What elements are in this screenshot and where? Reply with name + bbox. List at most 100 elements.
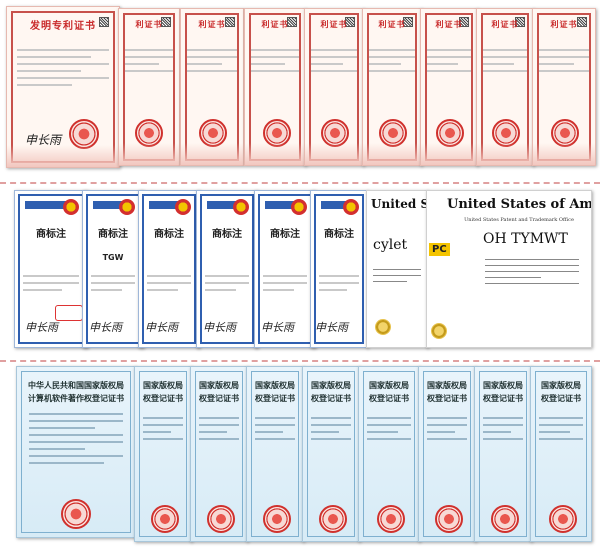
qr-code-icon <box>459 17 469 27</box>
qr-code-icon <box>345 17 355 27</box>
trademark-text: OH TYMWT <box>483 231 568 247</box>
certificate-title: 利证书 <box>491 19 519 29</box>
software-copyright-certificate: 国家版权局 权登记证书 <box>190 366 248 542</box>
signature: 申长雨 <box>25 133 62 147</box>
qr-code-icon <box>577 17 587 27</box>
us-trademark-certificate: United States cylet <box>366 190 428 348</box>
qr-code-icon <box>225 17 235 27</box>
certificate-title: 国家版权局 权登记证书 <box>427 380 467 403</box>
software-copyright-certificate: 中华人民共和国国家版权局 计算机软件著作权登记证书 <box>16 366 136 538</box>
brand-badge: PC <box>429 243 450 256</box>
seal-icon <box>551 119 579 147</box>
seal-icon <box>151 505 179 533</box>
gold-seal-icon <box>431 323 447 339</box>
certificate-title: 国家版权局 权登记证书 <box>143 380 183 403</box>
certificate-title: 利证书 <box>135 19 163 29</box>
emblem-icon <box>119 199 135 215</box>
certificate-header: United States of America <box>447 197 592 212</box>
trademark-certificate: 商标注 申长雨 <box>254 190 316 348</box>
seal-icon <box>377 505 405 533</box>
certificate-title: 利证书 <box>261 19 289 29</box>
certificate-title: 国家版权局 权登记证书 <box>311 380 351 403</box>
signature: 申长雨 <box>145 321 178 334</box>
trademark-certificate: 商标注 申长雨 <box>310 190 368 348</box>
patent-certificate: 利证书 <box>244 8 306 166</box>
divider <box>0 360 600 362</box>
trademark-certificate: 商标注 申长雨 <box>196 190 258 348</box>
seal-icon <box>263 505 291 533</box>
certificate-title: 商标注 <box>36 229 66 240</box>
certificate-title: 商标注 <box>154 229 184 240</box>
software-copyright-certificate: 国家版权局 权登记证书 <box>358 366 420 542</box>
seal-icon <box>199 119 227 147</box>
certificate-title: 商标注 <box>270 229 300 240</box>
qr-code-icon <box>161 17 171 27</box>
qr-code-icon <box>287 17 297 27</box>
patent-certificate: 利证书 <box>420 8 478 166</box>
certificate-subheader: United States Patent and Trademark Offic… <box>464 217 574 223</box>
certificate-title: 利证书 <box>320 19 348 29</box>
emblem-icon <box>233 199 249 215</box>
gold-seal-icon <box>375 319 391 335</box>
trademark-text: cylet <box>373 237 408 253</box>
certificate-title: 国家版权局 权登记证书 <box>199 380 239 403</box>
certificate-title: 商标注 <box>212 229 242 240</box>
qr-code-icon <box>99 17 109 27</box>
signature: 申长雨 <box>203 321 236 334</box>
patent-certificate: 利证书 <box>532 8 596 166</box>
signature: 申长雨 <box>25 321 58 334</box>
certificate-title: 利证书 <box>378 19 406 29</box>
seal-icon <box>207 505 235 533</box>
signature: 申长雨 <box>261 321 294 334</box>
patent-certificate: 发明专利证书 申长雨 <box>6 6 120 168</box>
certificate-header: United States <box>371 197 427 211</box>
emblem-icon <box>63 199 79 215</box>
trademark-certificate: 商标注 申长雨 <box>138 190 200 348</box>
software-copyright-certificate: 国家版权局 权登记证书 <box>246 366 304 542</box>
seal-icon <box>321 119 349 147</box>
emblem-icon <box>291 199 307 215</box>
qr-code-icon <box>403 17 413 27</box>
software-copyright-certificate: 国家版权局 权登记证书 <box>530 366 592 542</box>
software-copyright-certificate: 国家版权局 权登记证书 <box>134 366 192 542</box>
seal-icon <box>319 505 347 533</box>
trademark-text: TGW <box>102 253 124 262</box>
certificate-title: 国家版权局 权登记证书 <box>483 380 523 403</box>
certificate-title: 利证书 <box>198 19 226 29</box>
certificate-title: 利证书 <box>550 19 578 29</box>
emblem-icon <box>343 199 359 215</box>
certificate-title: 商标注 <box>98 229 128 240</box>
certificate-title: 国家版权局 权登记证书 <box>255 380 295 403</box>
software-copyright-certificate: 国家版权局 权登记证书 <box>302 366 360 542</box>
certificate-title: 国家版权局 权登记证书 <box>369 380 409 403</box>
patent-certificate: 利证书 <box>476 8 534 166</box>
signature: 申长雨 <box>315 321 348 334</box>
software-copyright-certificate: 国家版权局 权登记证书 <box>418 366 476 542</box>
signature: 申长雨 <box>89 321 122 334</box>
us-trademark-certificate: PC United States of America United State… <box>426 190 592 348</box>
software-copyright-certificate: 国家版权局 权登记证书 <box>474 366 532 542</box>
trademark-certificate: 商标注 TGW 申长雨 <box>82 190 144 348</box>
seal-icon <box>549 505 577 533</box>
trademark-certificate-row: 商标注 申长雨 商标注 TGW 申长雨 商标注 申长雨 商标注 申长雨 商标注 … <box>0 186 600 356</box>
seal-icon <box>491 505 519 533</box>
certificate-title: 商标注 <box>324 229 354 240</box>
emblem-icon <box>175 199 191 215</box>
qr-code-icon <box>515 17 525 27</box>
patent-certificate: 利证书 <box>362 8 422 166</box>
patent-certificate: 利证书 <box>180 8 244 166</box>
software-copyright-row: 中华人民共和国国家版权局 计算机软件著作权登记证书 国家版权局 权登记证书 国家… <box>0 364 600 557</box>
certificate-title: 中华人民共和国国家版权局 计算机软件著作权登记证书 <box>28 380 124 403</box>
certificate-title: 发明专利证书 <box>30 21 96 32</box>
patent-certificate-row: 发明专利证书 申长雨 利证书 利证书 利证书 利证书 <box>0 0 600 175</box>
trademark-certificate: 商标注 申长雨 <box>14 190 88 348</box>
certificate-title: 国家版权局 权登记证书 <box>541 380 581 403</box>
patent-certificate: 利证书 <box>118 8 180 166</box>
seal-icon <box>69 119 99 149</box>
divider <box>0 182 600 184</box>
seal-icon <box>435 505 463 533</box>
seal-icon <box>61 499 91 529</box>
patent-certificate: 利证书 <box>304 8 364 166</box>
certificate-title: 利证书 <box>435 19 463 29</box>
seal-icon <box>263 119 291 147</box>
